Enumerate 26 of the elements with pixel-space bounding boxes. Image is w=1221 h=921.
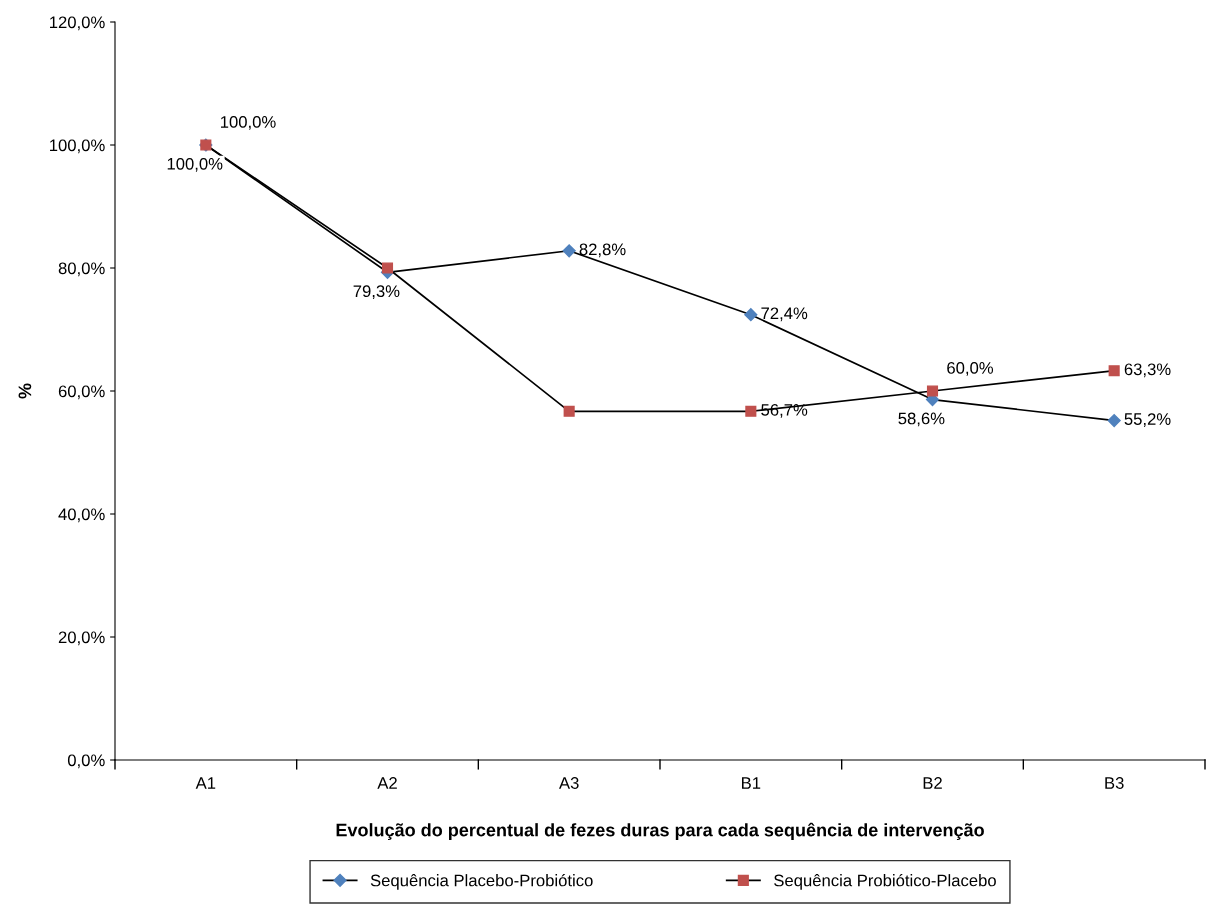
x-tick-label: B2 — [923, 777, 942, 789]
data-label: 58,6% — [898, 412, 945, 427]
data-label: 79,3% — [353, 285, 400, 300]
legend-label: Sequência Probiótico-Placebo — [774, 873, 996, 890]
y-tick-label: 80,0% — [58, 262, 105, 277]
y-tick-label: 20,0% — [58, 631, 105, 646]
x-tick-label: B1 — [742, 777, 761, 789]
y-tick-label: 100,0% — [50, 139, 105, 154]
y-tick-label: 60,0% — [58, 385, 105, 400]
data-label: 82,8% — [579, 243, 626, 258]
data-label: 63,3% — [1124, 363, 1171, 378]
data-label: 72,4% — [761, 307, 808, 322]
y-tick-label: 0,0% — [67, 754, 105, 769]
x-tick-label: A3 — [559, 777, 579, 789]
legend-label: Sequência Placebo-Probiótico — [370, 873, 593, 890]
y-axis-title: % — [18, 383, 32, 399]
data-label: 100,0% — [167, 157, 223, 172]
x-axis-title: Evolução do percentual de fezes duras para cada sequência de intervenção — [336, 822, 984, 840]
x-tick-label: B3 — [1105, 777, 1124, 789]
x-tick-label: A2 — [377, 777, 397, 789]
data-label: 60,0% — [947, 362, 994, 376]
y-tick-label: 40,0% — [58, 508, 105, 523]
y-tick-label: 120,0% — [50, 16, 105, 31]
data-label: 100,0% — [220, 116, 276, 130]
x-tick-label: A1 — [195, 777, 216, 789]
data-label: 55,2% — [1124, 413, 1171, 427]
